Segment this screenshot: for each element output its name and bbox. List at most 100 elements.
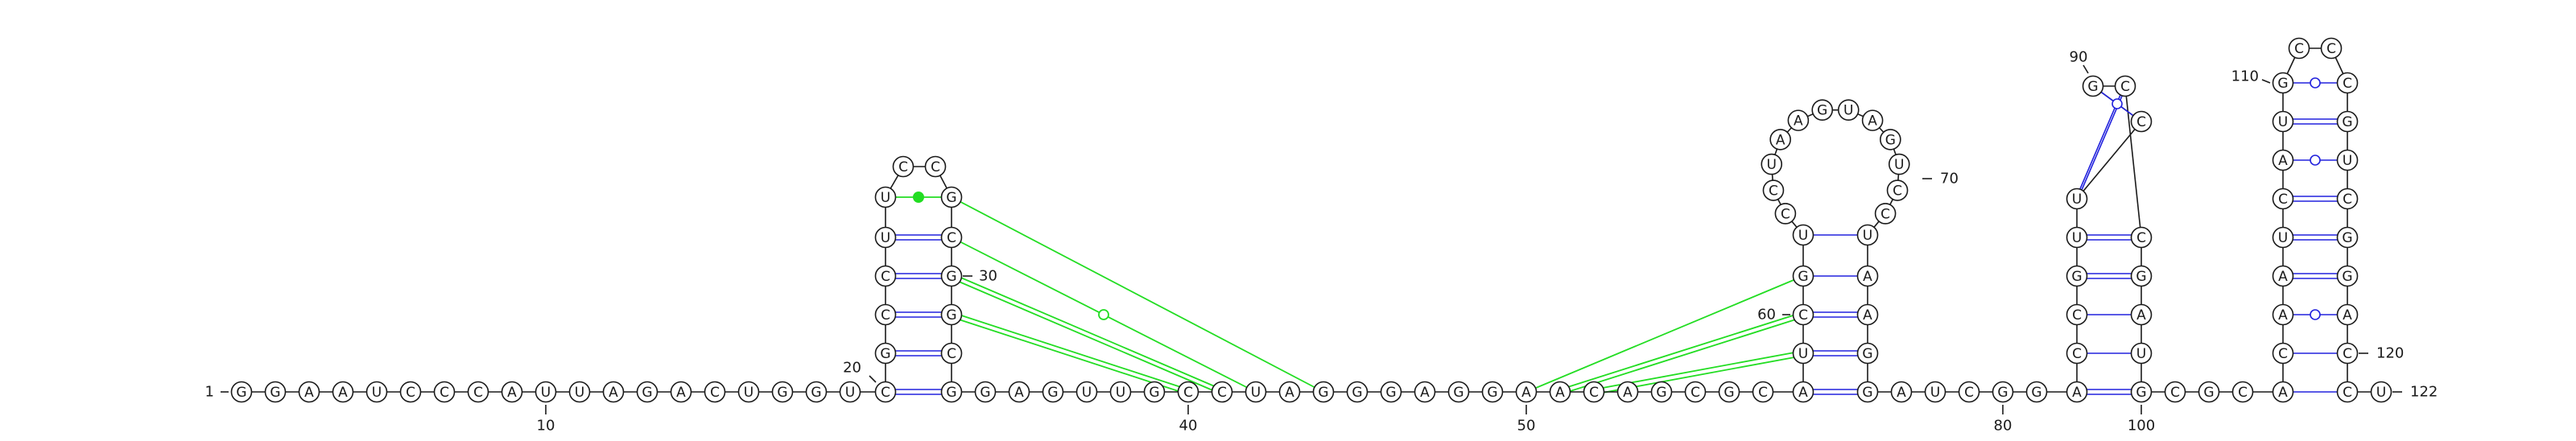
nucleotide-letter: C: [898, 159, 908, 175]
position-label: 120: [2376, 345, 2404, 362]
nucleotide: C: [2272, 342, 2294, 365]
nucleotide: C: [874, 381, 897, 403]
nucleotide-letter: C: [2278, 346, 2288, 362]
pseudoknot-pair-line: [951, 316, 1189, 395]
nucleotide: A: [1414, 381, 1436, 403]
nucleotide: A: [1549, 381, 1571, 403]
position-label: 70: [1940, 171, 1959, 188]
nucleotide: A: [670, 381, 692, 403]
nucleotide: U: [1888, 153, 1910, 175]
position-label: 1: [205, 384, 214, 401]
nucleotide-letter: A: [2278, 153, 2288, 169]
nucleotide-letter: C: [1769, 183, 1778, 200]
nucleotide: C: [2066, 342, 2088, 365]
nucleotide-letter: U: [1251, 385, 1261, 401]
nucleotide: C: [2288, 37, 2310, 60]
nucleotide-letter: G: [777, 385, 787, 401]
nucleotide-letter: G: [1817, 103, 1827, 119]
nucleotide-letter: G: [1997, 385, 2008, 401]
position-label: 50: [1517, 418, 1536, 435]
nucleotide-letter: A: [2278, 385, 2288, 401]
nucleotide: A: [501, 381, 523, 403]
nucleotide-letter: G: [946, 385, 956, 401]
nucleotide: C: [874, 265, 897, 287]
nucleotide-letter: U: [2278, 230, 2288, 246]
nucleotide: A: [602, 381, 625, 403]
nucleotide-letter: A: [304, 385, 314, 401]
nucleotide: G: [1856, 381, 1879, 403]
nucleotide-letter: U: [1116, 385, 1125, 401]
nucleotide: G: [2025, 381, 2048, 403]
nucleotide: C: [433, 381, 456, 403]
nucleotide: U: [2370, 381, 2392, 403]
nucleotide-letter: C: [1217, 385, 1227, 401]
nucleotide-letter: A: [1776, 132, 1785, 148]
nucleotide-letter: C: [1798, 307, 1808, 324]
nucleotide-letter: A: [2136, 307, 2146, 324]
nucleotide: G: [940, 265, 963, 287]
nucleotide: G: [2066, 265, 2088, 287]
noncanonical-pair-marker: [913, 192, 924, 203]
nucleotide: U: [2130, 342, 2153, 365]
nucleotide: U: [2272, 110, 2294, 133]
nucleotide-letter: U: [372, 385, 382, 401]
nucleotide-letter: C: [947, 230, 956, 246]
nucleotide-letter: U: [575, 385, 584, 401]
nucleotide: G: [1143, 381, 1166, 403]
nucleotide: G: [2272, 72, 2294, 94]
nucleotide: U: [1792, 224, 1814, 246]
nucleotide: G: [1447, 381, 1470, 403]
nucleotide-letter: C: [2072, 346, 2082, 362]
position-label: 20: [843, 360, 861, 377]
nucleotide: G: [2198, 381, 2220, 403]
nucleotide-letter: U: [2376, 385, 2386, 401]
nucleotide-letter: U: [1082, 385, 1092, 401]
nucleotide: U: [839, 381, 861, 403]
position-label: 10: [537, 418, 555, 435]
nucleotide: A: [1278, 381, 1301, 403]
nucleotide: U: [1761, 153, 1783, 175]
nucleotide: C: [1684, 381, 1707, 403]
nucleotide: A: [2336, 303, 2359, 326]
nucleotide: U: [874, 226, 897, 249]
nucleotide: C: [2114, 75, 2136, 97]
nucleotide-letter: A: [338, 385, 348, 401]
nucleotide: A: [2272, 265, 2294, 287]
nucleotide: G: [1718, 381, 1740, 403]
nucleotide: A: [2066, 381, 2088, 403]
pseudoknot-pair-line: [951, 278, 1223, 395]
nucleotide-letter: G: [946, 190, 956, 206]
nucleotide-letter: G: [1453, 385, 1463, 401]
nucleotide: U: [568, 381, 591, 403]
pseudoknot-pair-line: [951, 273, 1223, 390]
wobble-pair-marker: [2310, 309, 2321, 320]
nucleotide-letter: C: [2072, 307, 2082, 324]
nucleotide: G: [874, 342, 897, 365]
nucleotide-letter: U: [1843, 103, 1853, 119]
nucleotide-letter: A: [676, 385, 686, 401]
nucleotide-letter: A: [1555, 385, 1565, 401]
nucleotide: C: [940, 226, 963, 249]
nucleotide-letter: A: [2072, 385, 2082, 401]
nucleotide-letter: G: [1862, 346, 1872, 362]
nucleotide: C: [2231, 381, 2254, 403]
nucleotide-letter: U: [2343, 153, 2352, 169]
nucleotide-letter: A: [1420, 385, 1430, 401]
nucleotide-letter: G: [946, 269, 956, 285]
nucleotide: A: [1769, 129, 1791, 150]
nucleotide-letter: U: [1767, 157, 1777, 173]
position-label: 122: [2410, 384, 2438, 401]
nucleotide: C: [874, 303, 897, 326]
position-tick: [2083, 64, 2089, 74]
nucleotide: U: [1924, 381, 1946, 403]
nucleotide-letter: C: [1183, 385, 1193, 401]
nucleotide-letter: A: [2278, 269, 2288, 285]
nucleotide-letter: G: [1047, 385, 1058, 401]
nucleotide: C: [2130, 226, 2153, 249]
nucleotide-letter: C: [1781, 206, 1790, 222]
nucleotide-letter: C: [881, 307, 890, 324]
nucleotide-letter: C: [931, 159, 940, 175]
nucleotide: A: [332, 381, 354, 403]
